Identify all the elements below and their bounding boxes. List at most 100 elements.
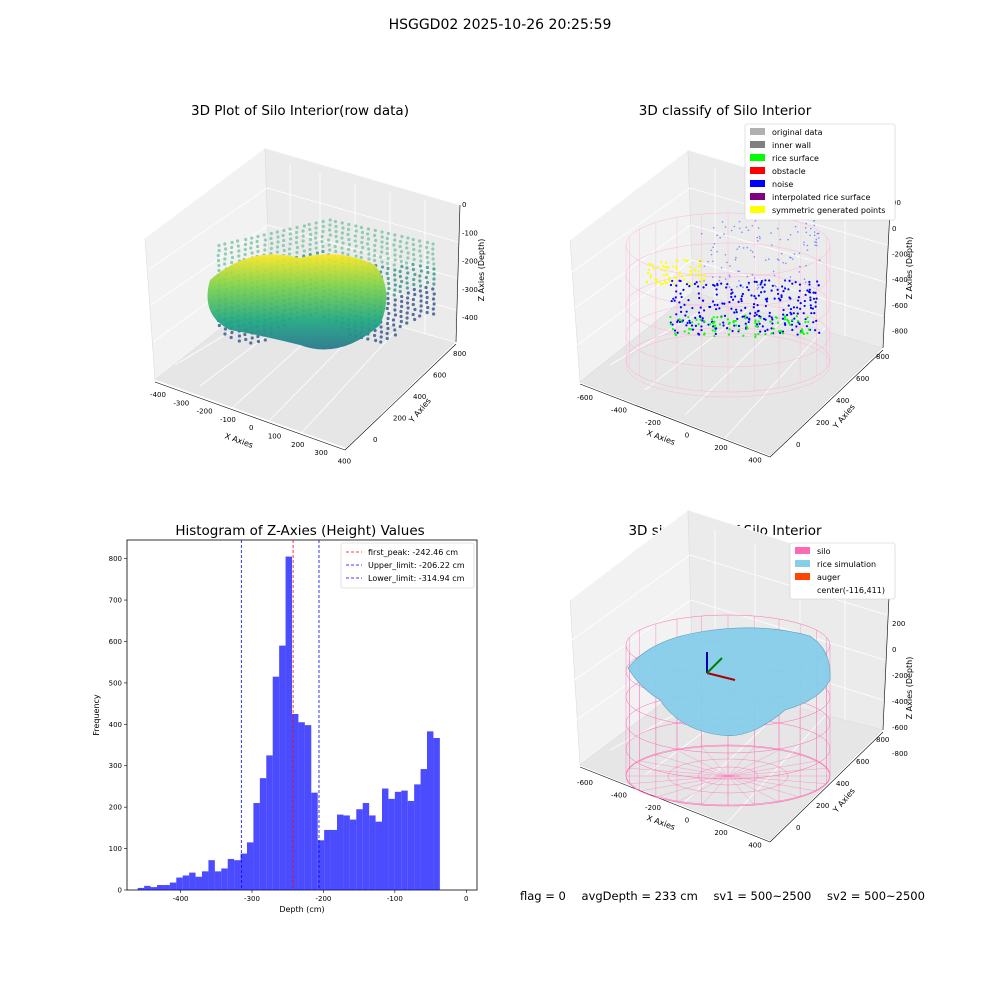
raw-point <box>340 236 344 240</box>
raw-point <box>301 244 305 248</box>
raw-point <box>406 306 410 310</box>
sim-silo-spoke <box>727 754 801 777</box>
raw-point <box>354 244 358 248</box>
cls-noise-point <box>810 227 812 230</box>
raw-point <box>314 241 318 245</box>
raw-point <box>367 257 371 261</box>
cls-symmetric-point <box>654 278 657 281</box>
hist-bar <box>311 792 318 890</box>
cls-rice-point <box>699 318 702 321</box>
cls-y-tick-label: 200 <box>816 419 829 427</box>
cls-rice-point <box>720 316 723 319</box>
cls-noise-point <box>685 283 689 286</box>
raw-point <box>223 327 227 331</box>
sim-grid-line <box>724 715 826 826</box>
raw-point <box>347 242 352 247</box>
cls-rice-point <box>710 318 714 321</box>
raw-x-tick-label: 200 <box>291 441 304 449</box>
sim-silo-spoke <box>655 754 729 777</box>
cls-noise-point <box>751 224 754 227</box>
raw-point <box>288 237 293 241</box>
hist-bar <box>304 725 312 890</box>
status-sv2: sv2 = 500~2500 <box>827 889 925 903</box>
raw-point <box>432 277 436 281</box>
cls-legend-swatch <box>750 128 765 135</box>
hist-bar <box>253 803 260 890</box>
cls-noise-point <box>782 308 785 312</box>
raw-point <box>223 242 227 246</box>
hist-legend: first_peak: -242.46 cm Upper_limit: -206.… <box>340 542 475 589</box>
cls-rice-point <box>802 332 805 335</box>
cls-noise-point <box>719 276 721 278</box>
raw-point <box>217 323 221 328</box>
cls-noise-point <box>731 291 734 294</box>
sim-z-tick-label: -600 <box>892 724 908 732</box>
raw-point <box>229 250 233 255</box>
raw-point <box>244 237 248 242</box>
cls-noise-point <box>740 295 743 298</box>
raw-point <box>372 233 377 238</box>
cls-noise-point <box>775 285 777 288</box>
raw-point <box>386 326 390 331</box>
cls-symmetric-point <box>664 261 668 265</box>
raw-point <box>276 235 280 239</box>
raw-point <box>282 238 286 243</box>
raw-point <box>262 233 266 237</box>
sim-z-tick-label: -400 <box>892 698 908 706</box>
cls-noise-point <box>779 331 782 335</box>
cls-noise-point <box>700 325 703 328</box>
cls-noise-point <box>674 296 677 299</box>
cls-noise-point <box>745 286 749 289</box>
cls-noise-point <box>793 253 796 255</box>
cls-y-axis-label: Y Axies <box>831 402 857 431</box>
hist-bar <box>394 791 402 890</box>
raw-point <box>425 290 429 295</box>
cls-noise-point <box>744 322 747 325</box>
cls-noise-point <box>810 312 813 315</box>
raw-point <box>399 309 403 314</box>
raw-point <box>360 235 364 240</box>
cls-noise-point <box>780 294 783 297</box>
cls-rice-point <box>669 315 672 319</box>
cls-noise-point <box>703 280 705 282</box>
cls-noise-point <box>753 256 756 258</box>
cls-symmetric-point <box>660 283 663 286</box>
cls-noise-point <box>799 307 802 310</box>
cls-noise-point <box>787 238 789 241</box>
hist-x-tick-label: 0 <box>464 895 468 903</box>
raw-point <box>308 237 313 242</box>
cls-noise-point <box>753 314 756 318</box>
sim-silo-spoke <box>727 775 827 784</box>
cls-rice-point <box>695 318 698 322</box>
raw-point <box>387 286 391 291</box>
cls-noise-point <box>734 258 737 261</box>
raw-point <box>353 239 357 243</box>
cls-noise-point <box>730 307 733 310</box>
raw-point <box>426 305 430 310</box>
raw-point <box>327 243 331 247</box>
cls-symmetric-point <box>671 265 675 268</box>
cls-z-tick-label: -600 <box>892 302 908 310</box>
raw-z-tick-label: -400 <box>462 314 478 322</box>
raw-point <box>398 289 402 294</box>
raw-point <box>341 241 345 245</box>
cls-noise-point <box>755 313 758 316</box>
raw-point <box>379 340 383 344</box>
sim-grid-line <box>571 554 691 641</box>
sim-y-axis-label: Y Axies <box>831 786 857 815</box>
sim-silo-spoke <box>676 749 729 777</box>
cls-symmetric-point <box>699 274 702 277</box>
cls-noise-point <box>808 283 811 286</box>
hist-bar <box>330 829 337 890</box>
cls-noise-point <box>714 332 717 336</box>
cls-rice-point <box>690 321 694 324</box>
raw-point <box>295 245 300 250</box>
raw-point <box>366 237 371 241</box>
raw-point <box>398 284 402 289</box>
raw-point <box>379 335 383 339</box>
raw-point <box>361 245 365 250</box>
raw-point <box>367 252 371 256</box>
cls-noise-point <box>757 284 759 286</box>
raw-point <box>426 270 430 275</box>
raw-point <box>411 262 415 267</box>
